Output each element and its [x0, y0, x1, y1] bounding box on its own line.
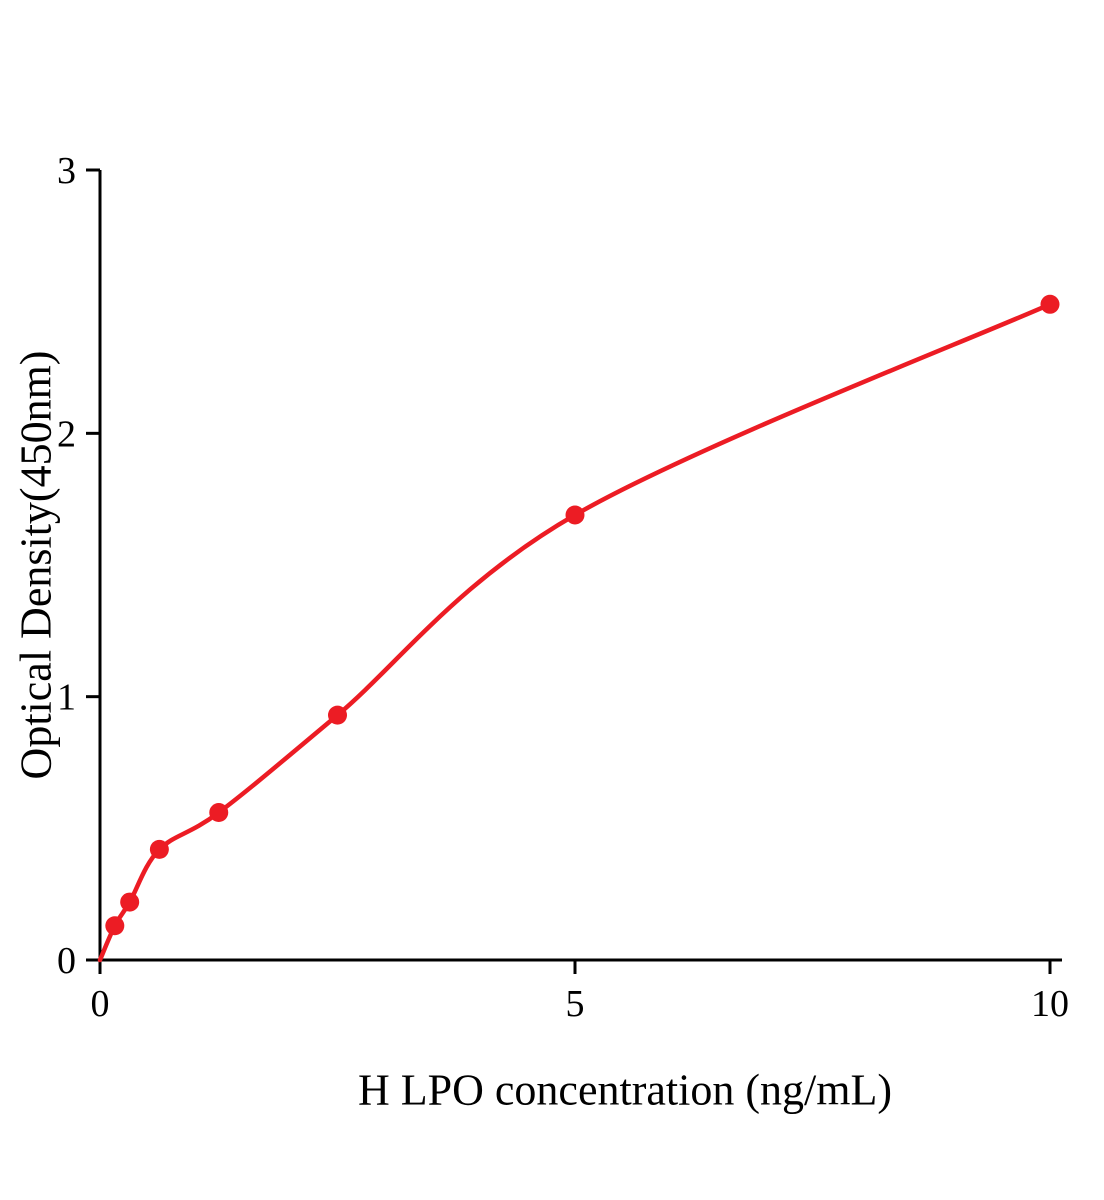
y-tick-label: 0: [57, 940, 76, 982]
data-point: [209, 803, 229, 823]
data-point: [149, 839, 169, 859]
y-tick-label: 2: [57, 413, 76, 455]
x-tick-label: 10: [1031, 983, 1069, 1025]
y-axis-title: Optical Density(450nm): [11, 350, 61, 780]
x-tick-label: 5: [566, 983, 585, 1025]
data-point: [105, 916, 125, 936]
data-point: [1040, 294, 1060, 314]
y-tick-label: 1: [57, 677, 76, 719]
y-tick-label: 3: [57, 150, 76, 192]
x-axis-title: H LPO concentration (ng/mL): [358, 1065, 892, 1115]
fit-curve: [97, 302, 1053, 963]
x-tick-label: 0: [91, 983, 110, 1025]
data-point: [120, 892, 140, 912]
data-point: [328, 705, 347, 725]
data-point: [565, 505, 585, 525]
